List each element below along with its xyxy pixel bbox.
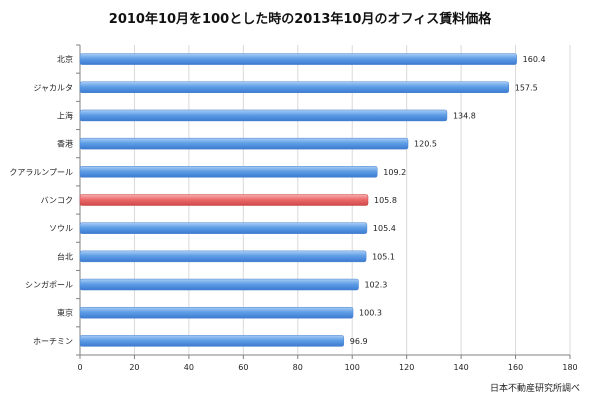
value-label: 157.5 <box>515 83 538 92</box>
chart-title: 2010年10月を100とした時の2013年10月のオフィス賃料価格 <box>108 12 492 27</box>
value-label: 160.4 <box>523 55 546 64</box>
category-label: バンコク <box>41 196 73 205</box>
value-label: 105.4 <box>373 224 396 233</box>
category-label: ソウル <box>49 224 73 233</box>
category-label: 香港 <box>57 139 73 149</box>
category-label: 上海 <box>57 110 73 120</box>
bar-クアラルンプール <box>79 166 378 178</box>
value-label: 134.8 <box>453 111 476 120</box>
category-label: 台北 <box>57 251 73 261</box>
bar-ジャカルタ <box>79 81 509 94</box>
bar-北京 <box>79 53 517 65</box>
value-label: 96.9 <box>350 337 368 346</box>
x-tick-label-120: 120 <box>399 363 414 372</box>
x-tick-label-160: 160 <box>508 363 523 372</box>
x-tick-label-100: 100 <box>345 363 360 372</box>
bar-上海 <box>79 109 448 122</box>
bar-香港 <box>79 137 409 150</box>
x-tick-label-180: 180 <box>562 363 577 372</box>
category-label: 東京 <box>57 308 73 318</box>
value-label: 105.1 <box>372 252 395 261</box>
source-note: 日本不動産研究所調べ <box>489 384 580 394</box>
value-label: 102.3 <box>364 281 387 290</box>
category-label: クアラルンプール <box>9 168 73 177</box>
bar-東京 <box>79 306 354 319</box>
category-label: ホーチミン <box>33 337 73 346</box>
value-label: 105.8 <box>374 196 397 205</box>
category-label: 北京 <box>57 54 73 64</box>
bar-バンコク <box>79 194 369 206</box>
bars <box>79 53 517 347</box>
category-label: ジャカルタ <box>33 83 73 92</box>
x-tick-label-80: 80 <box>293 363 303 372</box>
x-tick-label-0: 0 <box>77 363 82 372</box>
category-label: シンガポール <box>25 280 73 290</box>
bar-ソウル <box>79 222 368 234</box>
x-tick-label-20: 20 <box>129 363 139 372</box>
x-tick-label-60: 60 <box>238 363 248 372</box>
labels: 0 20 40 60 80 100 120 140 160 180 北京 160.4 ジャカルタ 157.… <box>9 54 577 372</box>
value-label: 120.5 <box>414 140 437 149</box>
x-tick-label-40: 40 <box>184 363 194 372</box>
bar-シンガポール <box>79 278 359 291</box>
bar-ホーチミン <box>79 335 345 347</box>
value-label: 109.2 <box>383 168 406 177</box>
bar-台北 <box>79 250 367 263</box>
x-tick-label-140: 140 <box>453 363 468 372</box>
value-label: 100.3 <box>359 309 382 318</box>
